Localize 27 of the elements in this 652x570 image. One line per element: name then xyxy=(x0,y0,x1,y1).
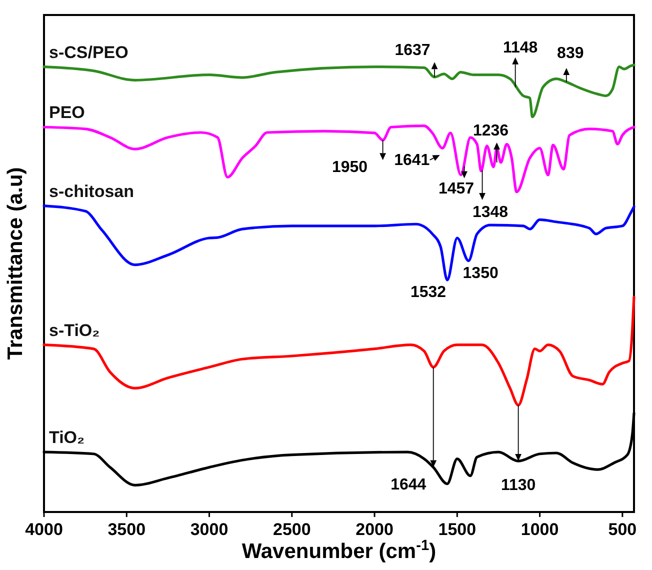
x-tick-label: 500 xyxy=(608,520,637,539)
annotation: 1950 xyxy=(332,159,368,176)
annotation: 1532 xyxy=(410,284,446,302)
x-axis-title: Wavenumber (cm$^{-1}$) xyxy=(242,538,436,563)
x-tick-label: 1500 xyxy=(438,520,476,539)
x-tick-label: 2500 xyxy=(272,520,311,539)
annotation: 839 xyxy=(557,44,584,62)
series-label: s-CS/PEO xyxy=(49,42,128,62)
annotation: 1637 xyxy=(394,42,430,60)
x-tick-label: 4000 xyxy=(25,520,63,539)
annotation: 1644 xyxy=(390,476,426,494)
series-label: s-TiO₂ xyxy=(49,320,100,340)
annotation: 1148 xyxy=(502,39,538,56)
x-tick-label: 1000 xyxy=(520,520,559,539)
annotation: 1641 xyxy=(394,152,430,169)
y-axis-title: Transmittance (a.u) xyxy=(4,167,27,360)
annotation: 1348 xyxy=(472,204,508,222)
annotation: 1457 xyxy=(438,180,474,198)
annotation: 1236 xyxy=(473,122,509,140)
x-tick-label: 3000 xyxy=(190,520,228,539)
x-tick-label: 3500 xyxy=(108,520,146,539)
series-label: s-chitosan xyxy=(49,182,134,201)
series-label: TiO₂ xyxy=(49,428,85,448)
annotation: 1350 xyxy=(462,264,498,282)
annotation: 1130 xyxy=(500,477,536,494)
x-tick-label: 2000 xyxy=(356,520,394,539)
series-label: PEO xyxy=(49,103,85,122)
